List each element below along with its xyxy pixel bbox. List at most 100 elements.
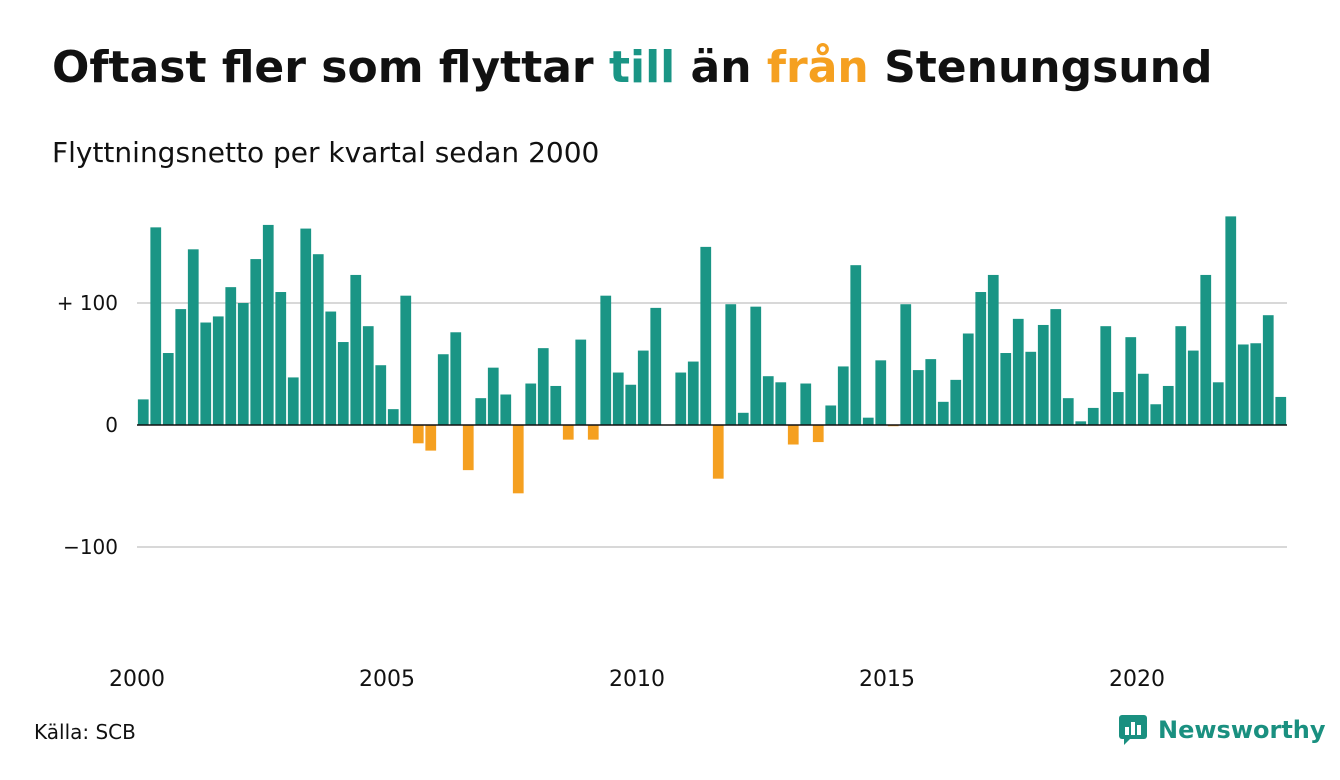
bar [1137,373,1149,425]
bar [800,383,812,425]
bar [400,295,412,425]
bar [637,350,649,425]
bar [162,353,174,425]
bar [1212,382,1224,425]
logo-text: Newsworthy [1158,716,1326,744]
bar [437,354,449,425]
bar [1237,344,1249,425]
bar [237,303,249,425]
bar [412,425,424,444]
title-part-2: än [675,42,767,93]
bar [1012,318,1024,425]
bar [962,333,974,425]
bar [1162,385,1174,425]
bar [812,425,824,443]
bar [537,348,549,425]
bar [1025,351,1037,425]
bar [575,339,587,425]
bar [612,372,624,425]
chart-bubble-icon [1119,715,1147,745]
bar [212,316,224,425]
bar [1075,421,1087,425]
title-fran: från [766,42,869,93]
bar [425,425,437,451]
bar [1037,324,1049,425]
bar [262,224,274,425]
newsworthy-logo: Newsworthy [1118,714,1326,746]
bar [687,361,699,425]
bar-layer [137,216,1287,494]
bar [600,295,612,425]
bar [1175,326,1187,425]
x-tick-label: 2010 [609,667,665,692]
bar [312,254,324,425]
bar [700,246,712,425]
bar [775,382,787,425]
bar [1100,326,1112,425]
bar [1150,404,1162,425]
bar [525,383,537,425]
bar [837,366,849,425]
bar [137,399,149,425]
bar [787,425,799,445]
bar [1262,315,1274,425]
bar [450,332,462,425]
title-till: till [608,42,676,93]
bar [712,425,724,479]
bar [825,405,837,425]
bar [975,292,987,425]
bar [587,425,599,440]
bar [750,306,762,425]
bar [200,322,212,425]
chart-title: Oftast fler som flyttar till än från Ste… [52,42,1212,93]
x-tick-label: 2000 [109,667,165,692]
bar [850,265,862,425]
bar [1062,398,1074,425]
bar [1112,392,1124,425]
bar [1200,274,1212,425]
bar [650,307,662,425]
bar [675,372,687,425]
bar [225,287,237,425]
bar [500,394,512,425]
title-part-1: Oftast fler som flyttar [52,42,609,93]
bar [462,425,474,471]
bar [737,412,749,425]
bar [150,227,162,425]
bar [1000,353,1012,425]
bar [562,425,574,440]
y-tick-label: −100 [63,535,118,559]
bar [937,401,949,425]
x-tick-label: 2015 [859,667,915,692]
bar [175,309,187,425]
bar [1250,343,1262,425]
bar [287,377,299,425]
bar [475,398,487,425]
bar [325,311,337,425]
bar [862,417,874,425]
y-tick-label: 0 [105,413,118,437]
bar [487,367,499,425]
bar [925,359,937,425]
bar [762,376,774,425]
y-tick-label: + 100 [57,291,118,315]
bar [900,304,912,425]
bar [387,409,399,425]
bar [1125,337,1137,425]
bar [275,292,287,425]
bar [950,379,962,425]
bar [625,384,637,425]
bar [250,259,262,425]
source-note: Källa: SCB [34,720,136,744]
bar [187,249,199,425]
bar [912,370,924,425]
x-tick-label: 2005 [359,667,415,692]
x-tick-label: 2020 [1109,667,1165,692]
bar [1050,309,1062,425]
axis-layer: + 100 0 −100 2000 2005 2010 2015 2020 [57,291,1287,692]
bar [375,365,387,425]
bar [337,342,349,425]
grid-layer [137,302,1287,548]
bar [725,304,737,425]
